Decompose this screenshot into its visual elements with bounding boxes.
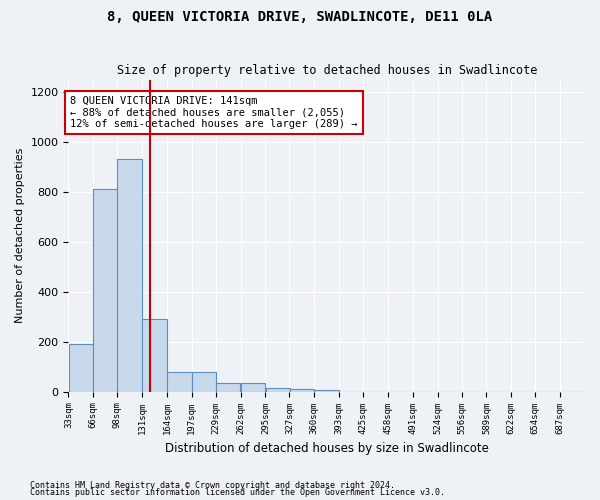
Title: Size of property relative to detached houses in Swadlincote: Size of property relative to detached ho… bbox=[116, 64, 537, 77]
Bar bbox=[68, 344, 93, 392]
Text: 8, QUEEN VICTORIA DRIVE, SWADLINCOTE, DE11 0LA: 8, QUEEN VICTORIA DRIVE, SWADLINCOTE, DE… bbox=[107, 10, 493, 24]
Bar bbox=[314, 390, 339, 392]
Text: Contains HM Land Registry data © Crown copyright and database right 2024.: Contains HM Land Registry data © Crown c… bbox=[30, 480, 395, 490]
Bar bbox=[167, 372, 191, 392]
Text: Contains public sector information licensed under the Open Government Licence v3: Contains public sector information licen… bbox=[30, 488, 445, 497]
Bar bbox=[216, 383, 241, 392]
Bar bbox=[290, 389, 314, 392]
Y-axis label: Number of detached properties: Number of detached properties bbox=[15, 148, 25, 324]
Bar bbox=[94, 190, 118, 392]
Bar bbox=[142, 320, 167, 392]
Text: 8 QUEEN VICTORIA DRIVE: 141sqm
← 88% of detached houses are smaller (2,055)
12% : 8 QUEEN VICTORIA DRIVE: 141sqm ← 88% of … bbox=[70, 96, 358, 129]
Bar bbox=[118, 160, 142, 392]
X-axis label: Distribution of detached houses by size in Swadlincote: Distribution of detached houses by size … bbox=[165, 442, 488, 455]
Bar bbox=[266, 388, 290, 392]
Bar bbox=[241, 383, 265, 392]
Bar bbox=[192, 372, 217, 392]
